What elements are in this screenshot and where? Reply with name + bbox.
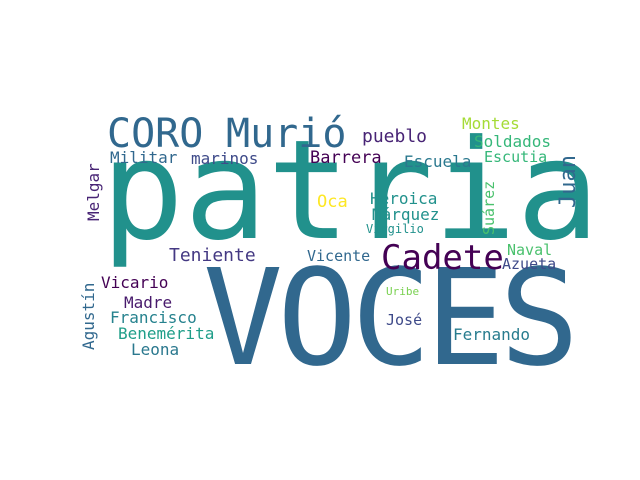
word-benemerita: Benemérita <box>118 324 215 343</box>
word-escutia: Escutia <box>484 148 548 166</box>
word-cadete: Cadete <box>381 238 504 278</box>
word-azueta: Azueta <box>502 255 557 273</box>
word-suarez: Suárez <box>480 180 498 235</box>
word-voces: VOCES <box>203 242 579 396</box>
word-marquez: Márquez <box>372 205 440 224</box>
word-montes: Montes <box>462 114 520 133</box>
word-escuela: Escuela <box>404 152 472 171</box>
word-fernando: Fernando <box>453 325 531 344</box>
word-vicente: Vicente <box>307 247 371 265</box>
word-coro: CORO <box>107 111 204 157</box>
word-vicario: Vicario <box>101 273 169 292</box>
word-uribe: Uribe <box>386 285 420 298</box>
word-militar: Militar <box>110 148 178 167</box>
word-oca: Oca <box>317 192 348 212</box>
word-marinos: marinos <box>191 149 259 168</box>
word-leona: Leona <box>131 340 180 359</box>
word-patria: patria <box>101 110 600 271</box>
word-francisco: Francisco <box>110 308 197 327</box>
word-virgilio: Virgilio <box>366 222 424 236</box>
word-soldados: Soldados <box>474 132 552 151</box>
word-heroica: Heroica <box>370 189 438 208</box>
word-melgar: Melgar <box>84 163 103 221</box>
word-madre: Madre <box>124 293 173 312</box>
word-jose: José <box>386 311 423 329</box>
word-teniente: Teniente <box>169 245 256 266</box>
word-murio: Murió <box>226 111 347 157</box>
word-pueblo: pueblo <box>362 126 428 147</box>
word-juan: Juan <box>556 155 581 208</box>
word-barrera: Barrera <box>310 148 382 168</box>
word-naval: Naval <box>507 241 553 259</box>
word-agustin: Agustín <box>79 282 98 350</box>
